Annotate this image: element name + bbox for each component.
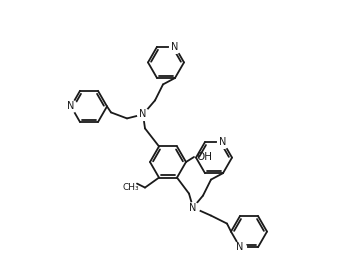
Text: N: N [67,102,75,112]
Text: N: N [189,202,197,212]
Text: N: N [171,42,179,52]
Text: CH₃: CH₃ [123,183,139,192]
Text: OH: OH [196,152,212,162]
Text: N: N [139,109,147,119]
Text: N: N [236,242,244,252]
Text: N: N [219,137,227,147]
